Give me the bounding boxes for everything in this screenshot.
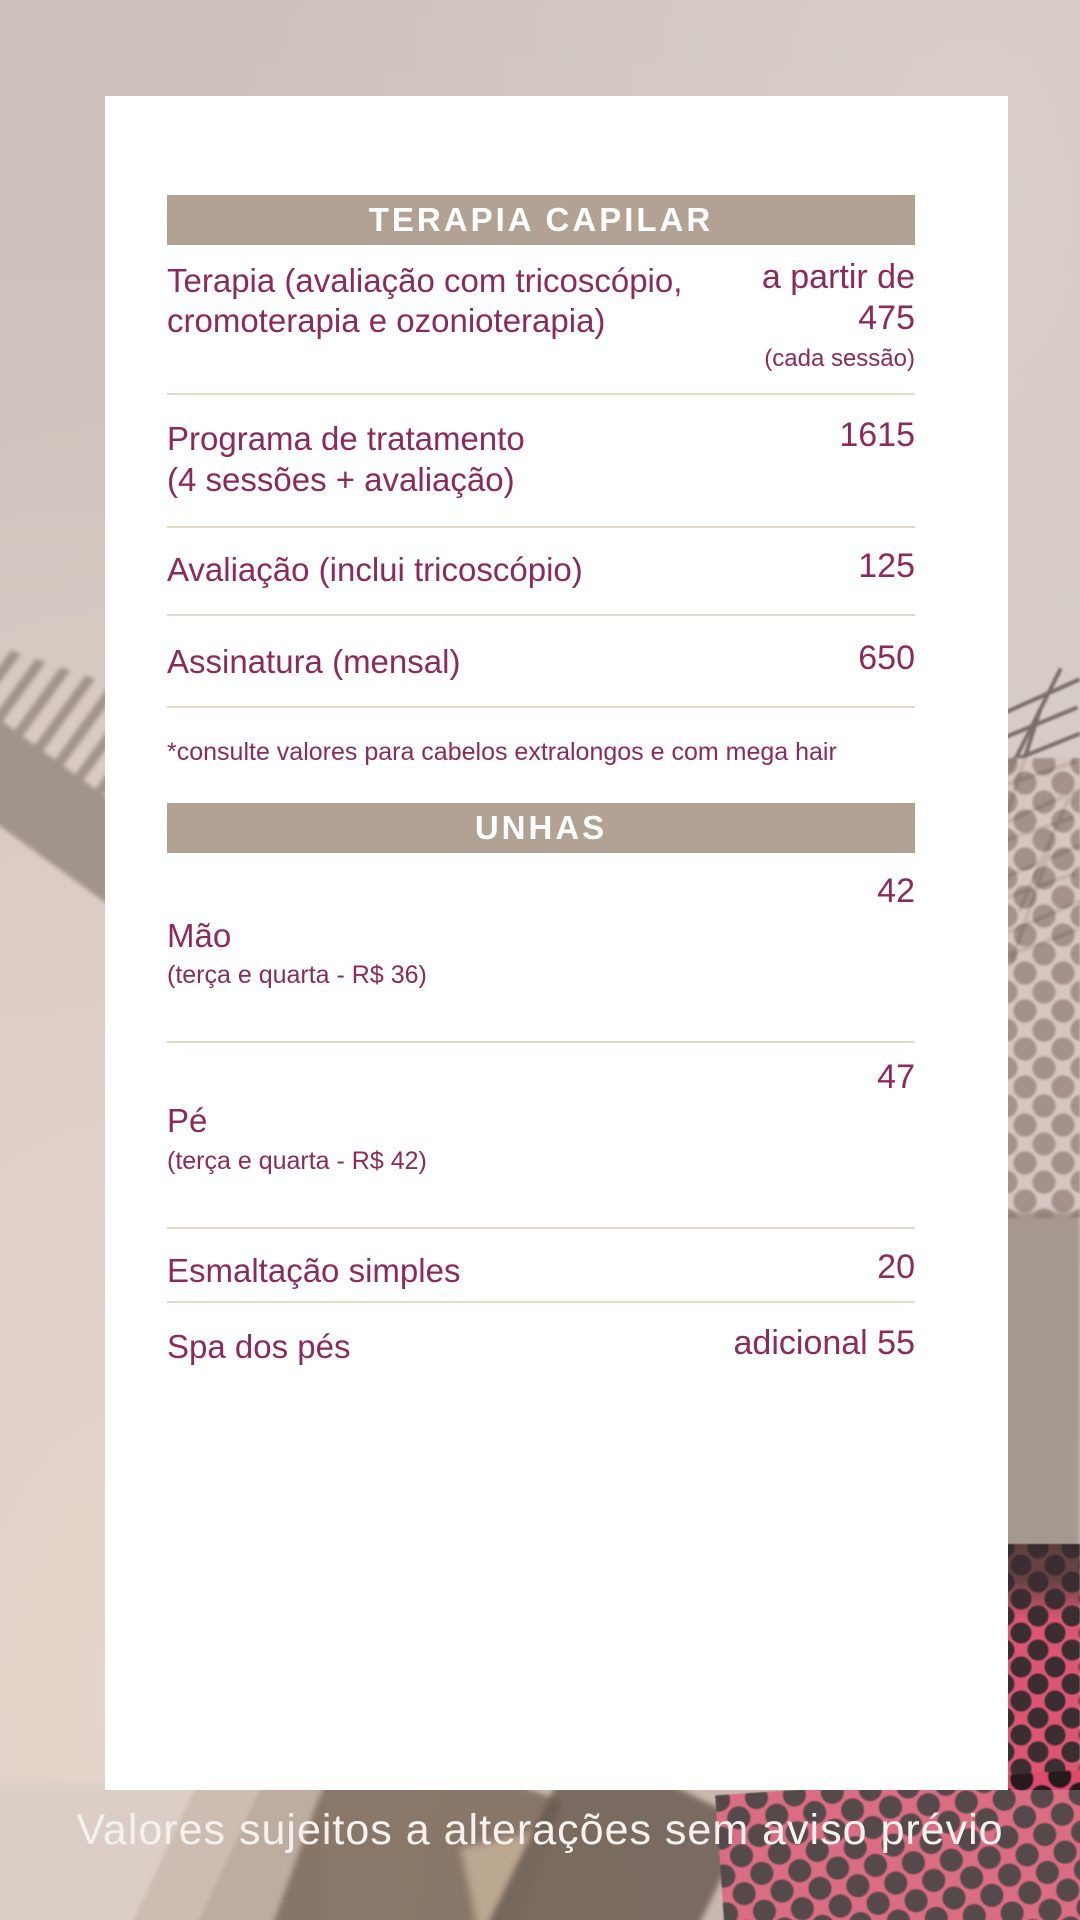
- price-value: 42: [877, 872, 915, 911]
- price-prefix: a partir de: [761, 258, 915, 296]
- service-label: Terapia (avaliação com tricoscópio, crom…: [167, 262, 683, 340]
- section-footnote: *consulte valores para cabelos extralong…: [167, 738, 837, 767]
- price-card: TERAPIA CAPILAR Terapia (avaliação com t…: [105, 96, 1008, 1790]
- price-row: Esmaltação simples 20: [167, 1229, 915, 1304]
- service-label: Avaliação (inclui tricoscópio): [167, 550, 583, 588]
- service-label: Mão (terça e quarta - R$ 36): [167, 916, 427, 989]
- clipper-icon: [0, 1780, 320, 1920]
- price-row: Assinatura (mensal) 650: [167, 616, 915, 709]
- price-row: Terapia (avaliação com tricoscópio, crom…: [167, 245, 915, 396]
- price-row: Avaliação (inclui tricoscópio) 125: [167, 528, 915, 617]
- service-label: Spa dos pés: [167, 1328, 351, 1366]
- pink-dotted-brush-icon: [1002, 1544, 1080, 1794]
- price-value: adicional 55: [733, 1324, 915, 1363]
- dotted-brush-icon: [1002, 758, 1080, 1218]
- service-label: Assinatura (mensal): [167, 643, 461, 681]
- price-value: 125: [858, 546, 915, 585]
- price-note: (cada sessão): [764, 344, 915, 372]
- price-row: Programa de tratamento (4 sessões + aval…: [167, 395, 915, 528]
- section-title: TERAPIA CAPILAR: [368, 201, 714, 238]
- price-row: Spa dos pés adicional 55: [167, 1303, 915, 1367]
- price-value: 1615: [839, 416, 915, 455]
- price-row: Mão (terça e quarta - R$ 36) 42: [167, 853, 915, 1044]
- photo-wash-overlay: [0, 1790, 1080, 1920]
- section-title: UNHAS: [474, 809, 608, 847]
- brush-handle-shadow: [1002, 1212, 1080, 1550]
- service-price: a partir de 475 (cada sessão): [762, 257, 915, 373]
- price-value: 475: [858, 298, 915, 337]
- service-sublabel: (terça e quarta - R$ 42): [167, 1146, 427, 1175]
- price-value: 20: [877, 1247, 915, 1286]
- service-label: Esmaltação simples: [167, 1251, 461, 1289]
- footer-disclaimer: Valores sujeitos a alterações sem aviso …: [76, 1806, 1004, 1854]
- service-label: Pé (terça e quarta - R$ 42): [167, 1102, 427, 1175]
- section-header-terapia-capilar: TERAPIA CAPILAR: [167, 195, 915, 245]
- service-label: Programa de tratamento (4 sessões + aval…: [167, 420, 525, 498]
- price-row: Pé (terça e quarta - R$ 42) 47: [167, 1043, 915, 1229]
- tools-photo-strip: [0, 1722, 1080, 1920]
- service-sublabel: (terça e quarta - R$ 36): [167, 960, 427, 989]
- section-header-unhas: UNHAS: [167, 803, 915, 854]
- price-value: 650: [858, 639, 915, 678]
- price-value: 47: [877, 1058, 915, 1097]
